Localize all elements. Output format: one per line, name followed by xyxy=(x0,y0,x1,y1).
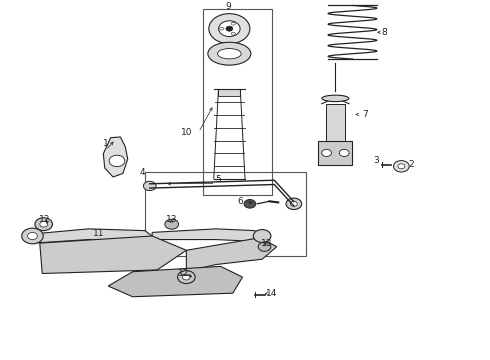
Circle shape xyxy=(286,198,302,210)
Text: 10: 10 xyxy=(181,128,192,137)
Circle shape xyxy=(393,161,409,172)
Circle shape xyxy=(219,21,240,36)
Circle shape xyxy=(22,228,43,244)
Circle shape xyxy=(209,14,250,44)
Polygon shape xyxy=(40,236,186,274)
Circle shape xyxy=(144,181,156,190)
Text: 11: 11 xyxy=(93,229,104,238)
Text: 6: 6 xyxy=(237,197,243,206)
Circle shape xyxy=(231,32,235,35)
Text: 5: 5 xyxy=(215,175,221,184)
Ellipse shape xyxy=(322,95,349,102)
Circle shape xyxy=(244,199,256,208)
Circle shape xyxy=(231,22,235,25)
Circle shape xyxy=(27,233,37,239)
Bar xyxy=(145,172,306,256)
Circle shape xyxy=(226,26,233,31)
Circle shape xyxy=(339,149,349,157)
Polygon shape xyxy=(186,238,277,272)
Circle shape xyxy=(253,230,271,242)
Text: 14: 14 xyxy=(266,289,277,298)
Bar xyxy=(326,104,345,141)
Circle shape xyxy=(322,149,331,157)
Bar xyxy=(219,89,240,96)
Circle shape xyxy=(398,164,405,169)
Circle shape xyxy=(220,27,223,30)
Circle shape xyxy=(35,218,52,231)
Circle shape xyxy=(291,201,297,206)
Text: 3: 3 xyxy=(373,156,379,165)
Polygon shape xyxy=(152,229,260,241)
Circle shape xyxy=(40,221,48,227)
Text: 2: 2 xyxy=(408,160,414,169)
Text: 4: 4 xyxy=(140,168,145,177)
Circle shape xyxy=(182,274,190,280)
Text: 12: 12 xyxy=(178,269,190,278)
Circle shape xyxy=(258,242,271,251)
Circle shape xyxy=(109,155,125,167)
Text: 7: 7 xyxy=(362,110,368,119)
Ellipse shape xyxy=(208,42,251,65)
Text: 9: 9 xyxy=(225,2,231,11)
Ellipse shape xyxy=(218,49,241,59)
Polygon shape xyxy=(30,229,152,243)
Circle shape xyxy=(165,219,178,229)
Text: 13: 13 xyxy=(261,239,273,248)
Polygon shape xyxy=(108,266,243,297)
Text: 1: 1 xyxy=(103,139,109,148)
Bar xyxy=(318,141,352,165)
Text: 12: 12 xyxy=(39,215,50,224)
Circle shape xyxy=(177,271,195,284)
Text: 13: 13 xyxy=(166,215,177,224)
Text: 8: 8 xyxy=(381,28,387,37)
Bar xyxy=(203,9,272,195)
Polygon shape xyxy=(103,137,128,177)
